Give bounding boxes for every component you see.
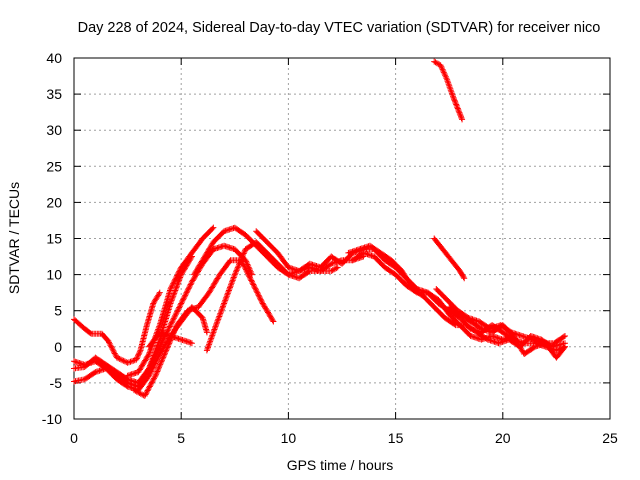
x-tick-label: 25 — [602, 430, 618, 446]
series-markers — [446, 304, 568, 361]
y-tick-label: 0 — [54, 339, 62, 355]
series-arc16 — [431, 58, 466, 123]
data-points — [71, 58, 568, 399]
series-arc14 — [446, 304, 568, 361]
series-arc7 — [146, 329, 195, 350]
y-tick-label: 30 — [46, 122, 62, 138]
series-markers — [431, 235, 468, 282]
series-markers — [124, 224, 217, 379]
y-tick-label: -10 — [42, 411, 62, 427]
x-tick-label: 0 — [70, 430, 78, 446]
x-tick-label: 20 — [495, 430, 511, 446]
series-markers — [431, 58, 466, 123]
y-tick-label: 5 — [54, 303, 62, 319]
y-tick-label: 35 — [46, 86, 62, 102]
series-arc5 — [124, 224, 217, 379]
y-tick-label: 20 — [46, 194, 62, 210]
series-markers — [146, 329, 195, 350]
chart-title: Day 228 of 2024, Sidereal Day-to-day VTE… — [78, 20, 601, 36]
series-arc8 — [203, 239, 341, 354]
y-tick-label: 10 — [46, 267, 62, 283]
y-tick-label: 15 — [46, 231, 62, 247]
series-arc1 — [71, 289, 163, 366]
axis-ticks: 0 5 10 15 20 25 -10 -5 0 5 10 15 20 25 30 35 40 — [42, 50, 618, 446]
series-markers — [203, 239, 341, 354]
y-tick-label: 25 — [46, 158, 62, 174]
y-tick-label: 40 — [46, 50, 62, 66]
y-axis-label: SDTVAR / TECUs — [6, 182, 22, 294]
x-tick-label: 10 — [281, 430, 297, 446]
series-arc6 — [131, 257, 277, 399]
series-markers — [71, 289, 163, 366]
x-tick-label: 15 — [388, 430, 404, 446]
series-arc15 — [431, 235, 468, 282]
x-tick-label: 5 — [177, 430, 185, 446]
y-tick-label: -5 — [50, 375, 63, 391]
series-markers — [71, 242, 255, 386]
x-axis-label: GPS time / hours — [287, 457, 394, 473]
series-markers — [131, 257, 277, 399]
series-arc3 — [71, 242, 255, 386]
